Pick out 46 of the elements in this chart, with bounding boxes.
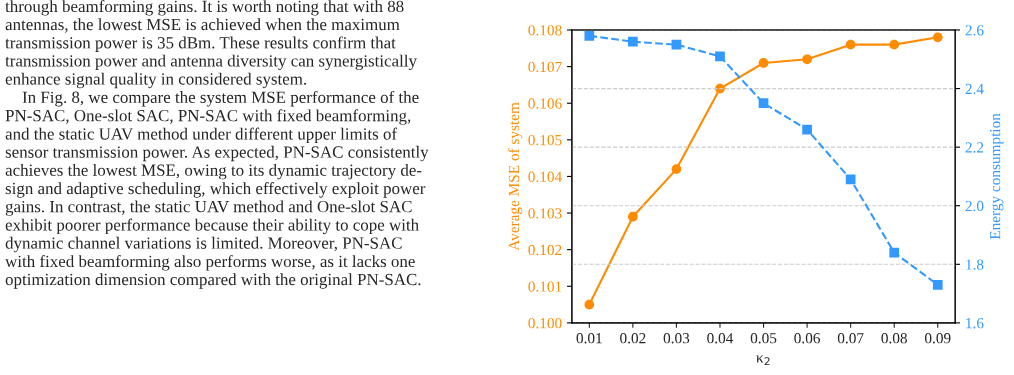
point	[584, 299, 595, 310]
y-tick-label: 0.101	[528, 281, 562, 292]
point	[932, 32, 943, 43]
point	[845, 39, 856, 50]
point	[802, 124, 812, 135]
y2-tick-label: 2.2	[965, 142, 984, 153]
point	[671, 164, 682, 174]
x-tick-label: 0.05	[750, 333, 777, 344]
x-tick-label: 0.01	[576, 333, 602, 344]
point	[584, 31, 595, 41]
point	[628, 211, 638, 222]
x-tick-label: 0.08	[881, 333, 907, 344]
y2-tick-label: 1.8	[966, 259, 984, 270]
x-tick-label: 0.04	[707, 333, 734, 344]
y-tick-label: 0.108	[528, 25, 562, 36]
x-tick-label: 0.07	[837, 333, 864, 344]
point	[802, 54, 812, 65]
y-tick-label: 0.100	[528, 318, 562, 329]
y-tick-label: 0.106	[528, 98, 562, 109]
point	[671, 39, 682, 50]
y2-tick-label: 2.0	[965, 200, 984, 212]
y-tick-label: 0.102	[528, 244, 562, 256]
x-axis-title: κ$_{2}$	[756, 355, 770, 366]
text: through beamforming gains. It is worth noting that with 88 antennas, the lowest MSE is achieved when the maximum transmission power is 35 dBm. These results confirm that transmission power and antenna diversity can synergistically enhance signal quality in considered system. In Fig. 8, we compare the system MSE performance of the PN-SAC, One-slot SAC, PN-SAC with fixed beamforming, and the static UAV method under different upper limits of sensor transmission power. As expected, PN-SAC consistently achieves the lowest MSE, owing to its dynamic trajectory de- sign and adaptive scheduling, which effectively exploit power gains. In contrast, the static UAV method and One-slot SAC exhibit poorer performance because their ability to cope with dynamic channel variations is limited. Moreover, PN-SAC with fixed beamforming also performs worse, as it lacks one optimization dimension compared with the original PN-SAC.	[5, 0, 429, 289]
y2-tick-label: 1.6	[966, 318, 984, 329]
y2-tick-label: 2.6	[965, 25, 984, 36]
point	[932, 279, 943, 290]
point	[889, 247, 900, 258]
point	[845, 174, 856, 185]
x-tick-label: 0.02	[620, 333, 646, 344]
y-tick-label: 0.103	[528, 208, 562, 219]
y-tick-label: 0.107	[528, 61, 562, 73]
point	[715, 83, 725, 94]
x-tick-label: 0.06	[794, 333, 821, 344]
y2-axis-title: Energy consumption	[990, 113, 1004, 240]
point	[889, 39, 900, 50]
y-tick-label: 0.105	[528, 134, 562, 146]
y2-tick-label: 2.4	[965, 83, 984, 95]
point	[715, 51, 725, 62]
y-tick-label: 0.104	[528, 171, 562, 182]
x-tick-label: 0.03	[663, 333, 690, 344]
point	[628, 36, 638, 47]
x-tick-label: 0.09	[924, 333, 951, 344]
point	[758, 58, 769, 68]
y-axis-title: Average MSE of system	[508, 102, 523, 251]
point	[758, 98, 769, 109]
